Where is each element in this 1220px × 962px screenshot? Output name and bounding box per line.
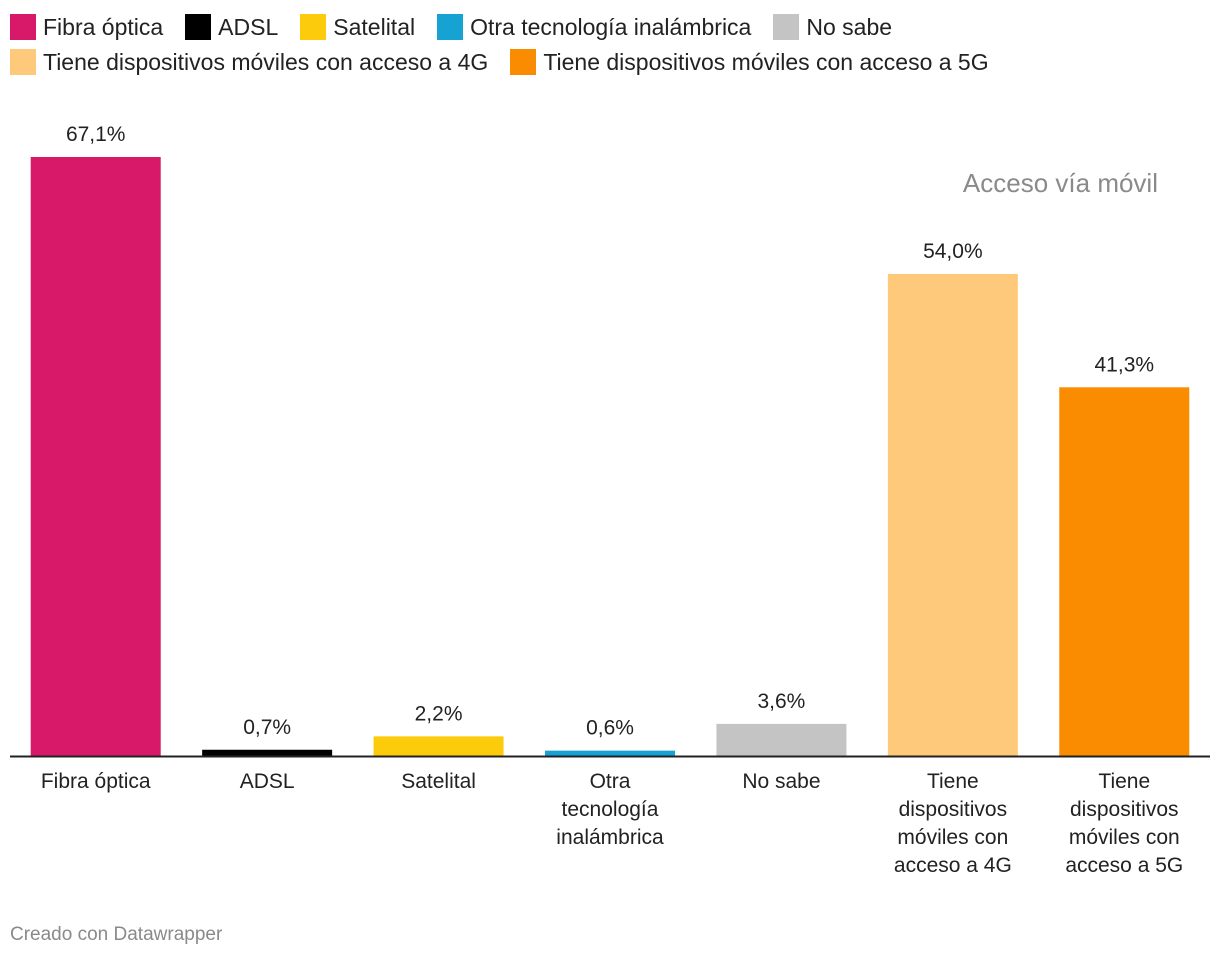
legend-item: Satelital xyxy=(300,10,415,45)
legend-swatch xyxy=(437,14,464,40)
legend-item: Fibra óptica xyxy=(10,10,163,45)
category-label-line: Satelital xyxy=(401,770,476,793)
category-label-line: Otra xyxy=(590,770,631,793)
category-label-line: móviles con xyxy=(897,826,1008,849)
value-label: 0,7% xyxy=(243,716,291,739)
credit-text: Creado con Datawrapper xyxy=(10,924,223,945)
chart-legend: Fibra óptica ADSL Satelital Otra tecnología… xyxy=(10,10,1205,80)
category-label: Tiene dispositivos móviles con acceso a 5G xyxy=(1065,770,1183,877)
legend-label: Otra tecnología inalámbrica xyxy=(470,14,752,40)
bar xyxy=(30,157,161,756)
value-label: 0,6% xyxy=(586,717,634,740)
category-label-line: Tiene xyxy=(1098,770,1150,793)
legend-swatch xyxy=(185,14,212,40)
value-label: 3,6% xyxy=(757,690,805,713)
legend-item: Tiene dispositivos móviles con acceso a … xyxy=(10,45,488,80)
category-label-line: acceso a 5G xyxy=(1065,854,1183,877)
value-label: 41,3% xyxy=(1095,353,1155,376)
legend-item: No sabe xyxy=(773,10,892,45)
category-label: Satelital xyxy=(401,770,476,793)
bar xyxy=(373,736,504,756)
category-label: Fibra óptica xyxy=(41,770,151,793)
bar xyxy=(887,273,1018,756)
category-label-line: inalámbrica xyxy=(556,826,664,849)
value-label: 54,0% xyxy=(923,240,983,263)
category-label: ADSL xyxy=(240,770,295,793)
category-label-line: tecnología xyxy=(562,798,659,821)
category-label-line: dispositivos xyxy=(899,798,1008,821)
legend-item: Otra tecnología inalámbrica xyxy=(437,10,751,45)
bar xyxy=(202,749,333,756)
legend-swatch xyxy=(300,14,327,40)
category-label-line: móviles con xyxy=(1069,826,1180,849)
legend-label: Satelital xyxy=(333,14,416,40)
legend-label: Tiene dispositivos móviles con acceso a … xyxy=(43,49,489,75)
category-label-line: Fibra óptica xyxy=(41,770,151,793)
bar xyxy=(545,750,675,756)
bar xyxy=(716,723,847,756)
legend-label: ADSL xyxy=(218,14,279,40)
legend-item: Tiene dispositivos móviles con acceso a … xyxy=(510,45,989,80)
category-label-line: Tiene xyxy=(927,770,979,793)
legend-swatch xyxy=(773,14,800,40)
category-label-line: dispositivos xyxy=(1070,798,1179,821)
category-label: No sabe xyxy=(742,770,820,793)
bar xyxy=(1059,387,1190,756)
legend-label: Fibra óptica xyxy=(43,14,164,40)
category-label: Otra tecnología inalámbrica xyxy=(556,770,664,849)
value-label: 67,1% xyxy=(66,123,126,146)
legend-label: Tiene dispositivos móviles con acceso a … xyxy=(543,49,989,75)
category-label-line: acceso a 4G xyxy=(894,854,1012,877)
legend-label: No sabe xyxy=(806,14,893,40)
legend-swatch xyxy=(10,14,36,40)
annotation: Acceso vía móvil xyxy=(963,168,1158,198)
category-label-line: No sabe xyxy=(742,770,820,793)
legend-swatch xyxy=(510,49,537,75)
legend-swatch xyxy=(10,49,36,75)
category-label-line: ADSL xyxy=(240,770,295,793)
legend-item: ADSL xyxy=(185,10,278,45)
value-label: 2,2% xyxy=(415,702,463,725)
category-label: Tiene dispositivos móviles con acceso a 4G xyxy=(894,770,1012,877)
